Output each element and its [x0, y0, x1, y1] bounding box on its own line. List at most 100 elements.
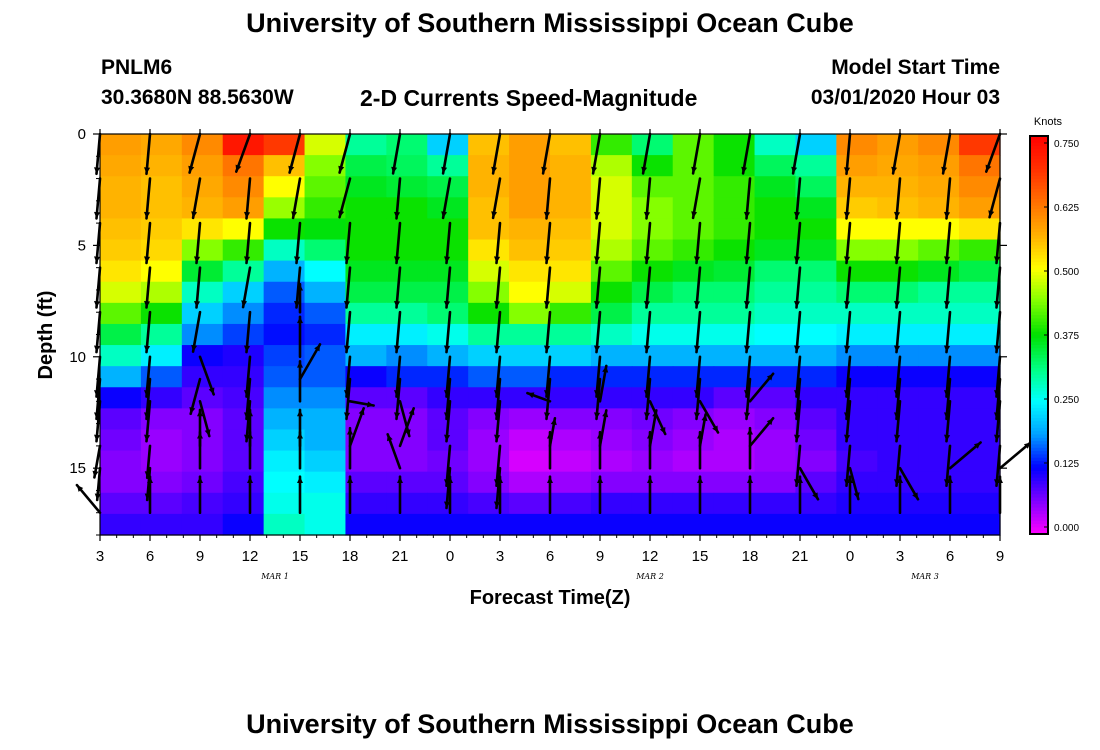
heatmap-cell — [263, 366, 306, 388]
heatmap-cell — [304, 450, 347, 473]
current-vector-head — [94, 256, 101, 263]
current-vector — [595, 377, 602, 421]
heatmap-cell — [181, 218, 224, 241]
heatmap-cell — [672, 302, 715, 325]
current-vector — [695, 310, 702, 354]
heatmap-cell — [140, 366, 183, 388]
heatmap-cell — [304, 260, 347, 283]
heatmap-cell — [345, 155, 387, 177]
heatmap-cell — [345, 429, 387, 452]
heatmap-cell — [509, 218, 551, 241]
current-vector — [345, 266, 352, 309]
heatmap-cell — [550, 281, 592, 304]
heatmap-cell — [754, 366, 797, 388]
current-vector-head — [994, 301, 1001, 308]
colorbar-swatch — [1030, 228, 1048, 233]
current-vector-head — [191, 211, 198, 218]
heatmap-cell — [631, 366, 674, 388]
current-vector — [295, 221, 302, 265]
heatmap-cell — [959, 302, 1001, 325]
current-vector-head — [344, 256, 351, 263]
colorbar-swatch — [1030, 189, 1048, 193]
heatmap-cell — [918, 134, 960, 156]
colorbar-swatch — [1030, 295, 1048, 300]
heatmap-cell — [100, 345, 142, 367]
heatmap-cell — [713, 155, 756, 177]
current-vector-head — [944, 434, 951, 442]
colorbar-swatch — [1030, 308, 1048, 313]
current-vector-head — [844, 345, 851, 353]
current-vector-head — [853, 492, 860, 500]
current-vector-head — [1023, 442, 1031, 449]
colorbar-swatch — [1030, 381, 1048, 386]
heatmap-cell — [140, 281, 183, 304]
colorbar-swatch — [1030, 447, 1048, 452]
heatmap-cell — [509, 429, 551, 452]
heatmap-cell — [263, 239, 306, 262]
colorbar-swatch — [1030, 159, 1048, 164]
heatmap-cell — [140, 513, 183, 536]
heatmap-cell — [550, 471, 592, 494]
heatmap-cell — [181, 134, 224, 156]
current-vector-head — [76, 485, 84, 492]
current-vectors — [75, 132, 1032, 515]
colorbar-swatch — [1030, 524, 1048, 528]
current-vector — [795, 221, 802, 265]
current-vector-head — [241, 300, 248, 308]
current-vector — [895, 221, 902, 265]
heatmap-cell — [550, 345, 592, 367]
current-vector — [291, 177, 302, 220]
heatmap-cell — [181, 408, 224, 431]
current-vector-head — [344, 345, 351, 353]
current-vector-head — [994, 345, 1001, 353]
heatmap-cell — [181, 302, 224, 325]
heatmap-cell — [713, 134, 756, 156]
current-vector-head — [194, 301, 201, 308]
colorbar-tick-label: 0.500 — [1054, 267, 1079, 278]
current-vector-head — [794, 434, 801, 442]
current-vector — [945, 377, 952, 421]
heatmap-cell — [754, 134, 797, 156]
current-vector — [845, 221, 852, 265]
heatmap-cell — [754, 260, 797, 283]
heatmap-cell — [100, 471, 142, 494]
current-vector-head — [844, 167, 851, 174]
heatmap-cell — [836, 366, 878, 388]
current-vector-head — [94, 345, 101, 353]
colorbar-swatch — [1030, 338, 1048, 343]
current-vector — [645, 177, 652, 220]
heatmap-cell — [795, 218, 837, 241]
heatmap-cell — [345, 197, 387, 220]
heatmap-cell — [918, 366, 960, 388]
x-tick-label: 18 — [342, 548, 359, 565]
heatmap-cell — [877, 302, 919, 325]
colorbar-swatch — [1030, 424, 1048, 429]
colorbar-swatch — [1030, 520, 1048, 525]
current-vector — [245, 310, 252, 354]
heatmap-cell — [918, 302, 960, 325]
heatmap-cell — [181, 197, 224, 220]
current-vector-head — [744, 345, 751, 353]
heatmap-cell — [836, 323, 878, 346]
heatmap-cell — [672, 323, 715, 346]
colorbar-swatch — [1030, 364, 1048, 369]
current-vector-head — [391, 166, 398, 174]
colorbar-swatch — [1030, 301, 1048, 306]
current-vector — [145, 310, 152, 354]
current-vector — [191, 177, 202, 220]
heatmap-cell — [345, 239, 387, 262]
heatmap-cell — [140, 155, 183, 177]
heatmap-cell — [427, 302, 469, 325]
heatmap-cell — [386, 155, 428, 177]
current-vector — [795, 310, 802, 354]
x-tick-label: 6 — [546, 548, 554, 565]
current-vector-head — [647, 432, 653, 439]
heatmap-cell — [631, 345, 674, 367]
heatmap-cell — [713, 218, 756, 241]
heatmap-cell — [590, 492, 633, 515]
heatmap-cell — [263, 176, 306, 198]
date-label: MAR 3 — [910, 572, 939, 581]
current-vector-head — [408, 408, 415, 416]
current-vector-head — [94, 211, 101, 219]
heatmap-cell — [754, 155, 797, 177]
